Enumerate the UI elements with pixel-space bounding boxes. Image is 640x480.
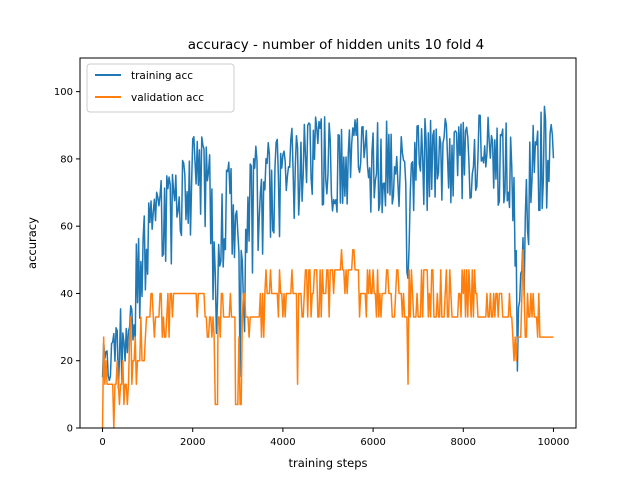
x-tick-label: 0 bbox=[99, 437, 105, 448]
y-axis-label: accuracy bbox=[25, 217, 39, 269]
chart-title: accuracy - number of hidden units 10 fol… bbox=[188, 37, 484, 53]
plot-frame bbox=[79, 57, 577, 429]
x-axis: 0 2000 4000 6000 8000 10000 bbox=[99, 428, 569, 448]
legend-label-validation: validation acc bbox=[131, 92, 204, 104]
y-tick-label: 40 bbox=[60, 289, 73, 300]
y-tick-label: 0 bbox=[67, 424, 73, 435]
validation-acc-line bbox=[101, 248, 554, 428]
x-tick-label: 6000 bbox=[360, 437, 385, 448]
x-tick-label: 4000 bbox=[270, 437, 295, 448]
y-tick-label: 20 bbox=[60, 356, 73, 367]
x-tick-label: 8000 bbox=[451, 437, 476, 448]
series-layer bbox=[101, 105, 555, 428]
x-axis-label: training steps bbox=[288, 456, 367, 470]
x-tick-label: 10000 bbox=[538, 437, 570, 448]
y-axis: 0 20 40 60 80 100 bbox=[54, 87, 80, 435]
training-acc-line bbox=[101, 105, 555, 389]
y-tick-label: 100 bbox=[54, 87, 73, 98]
y-tick-label: 80 bbox=[60, 154, 73, 165]
legend: training acc validation acc bbox=[86, 63, 235, 113]
y-tick-label: 60 bbox=[60, 222, 73, 233]
legend-label-training: training acc bbox=[131, 70, 193, 82]
x-tick-label: 2000 bbox=[180, 437, 205, 448]
legend-box bbox=[86, 63, 235, 113]
